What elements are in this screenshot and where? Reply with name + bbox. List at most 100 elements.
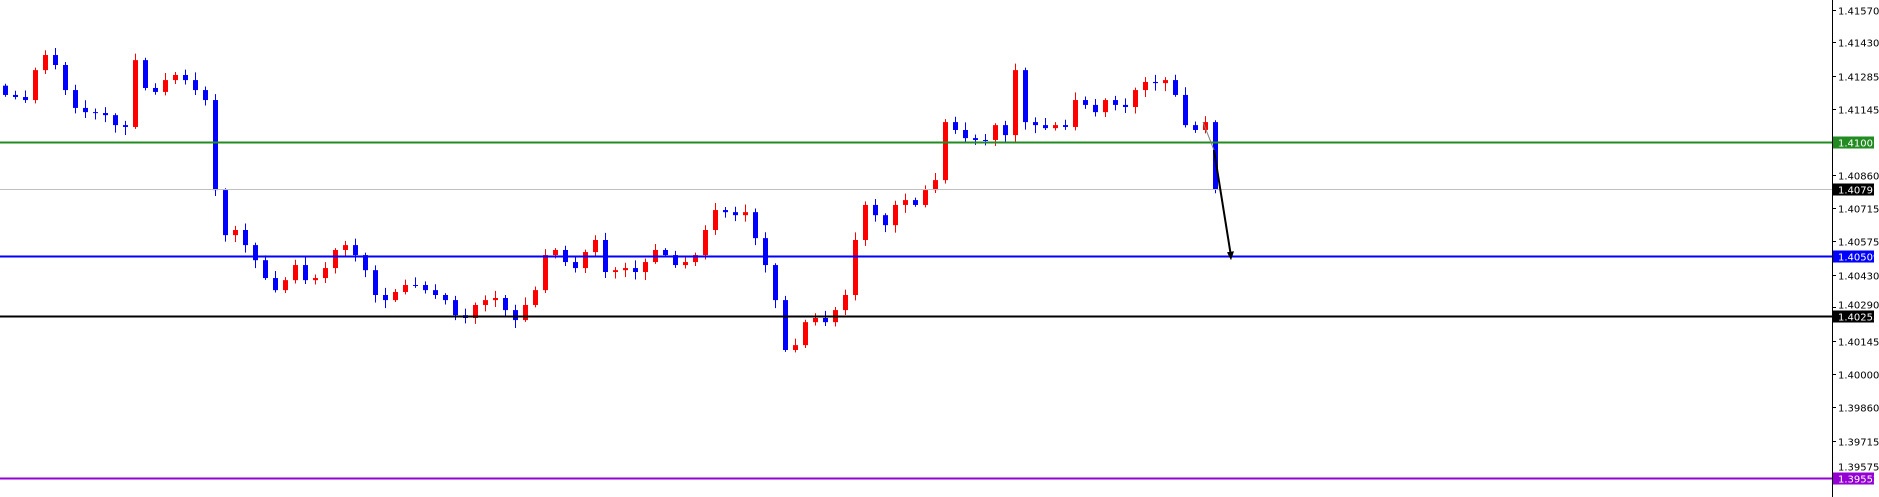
candle-body [703, 230, 708, 256]
candle-body [1153, 81, 1158, 84]
candle [683, 255, 688, 269]
candle-body [1133, 90, 1138, 108]
tick-label: 1.40430 [1838, 272, 1879, 283]
candle-body [273, 278, 278, 291]
candle-body [1173, 80, 1178, 95]
candle [863, 201, 868, 246]
candle-body [363, 255, 368, 271]
candle [883, 213, 888, 233]
candle-body [733, 212, 738, 216]
candle [703, 225, 708, 260]
candle-body [593, 239, 598, 253]
candle-body [3, 85, 8, 95]
candle [583, 249, 588, 273]
candle-body [1143, 81, 1148, 91]
candle [743, 204, 748, 222]
candle [963, 122, 968, 143]
candle [753, 208, 758, 246]
price-tags: 1.41001 1.40797 1.40509 1.40253 1.39552 [1833, 136, 1879, 486]
tick-label: 1.41285 [1838, 73, 1879, 84]
candle-body [443, 294, 448, 301]
price-tag-label: 1.41001 [1838, 139, 1879, 150]
candle-body [233, 230, 238, 236]
candle-body [753, 212, 758, 239]
candle-body [313, 278, 318, 281]
candle-body [643, 262, 648, 273]
candle-body [1193, 125, 1198, 130]
candle [983, 134, 988, 146]
candle-body [1103, 100, 1108, 113]
candle [133, 53, 138, 129]
candle [673, 250, 678, 268]
candle-body [403, 285, 408, 292]
candle [1103, 98, 1108, 118]
candle [203, 86, 208, 106]
candle [143, 57, 148, 91]
candle-body [743, 212, 748, 216]
candle [413, 277, 418, 288]
candle [23, 90, 28, 103]
price-tag-label: 1.40509 [1838, 253, 1879, 264]
trend-arrow[interactable] [1202, 121, 1234, 261]
candle-body [373, 270, 378, 295]
candle-body [133, 60, 138, 127]
candle-body [173, 74, 178, 81]
candle-body [783, 300, 788, 350]
candle [903, 193, 908, 213]
candle [1153, 74, 1158, 91]
candle-body [43, 55, 48, 71]
candle [1143, 77, 1148, 98]
candle-body [623, 268, 628, 271]
arrow-head-icon [1227, 251, 1234, 261]
candle-body [423, 285, 428, 291]
candle [493, 290, 498, 308]
candle [803, 319, 808, 349]
candle-body [103, 113, 108, 116]
candle [73, 84, 78, 114]
candle [653, 244, 658, 264]
candle [353, 238, 358, 262]
candle [713, 202, 718, 235]
candle-body [923, 190, 928, 205]
candle-body [343, 245, 348, 250]
candle [83, 100, 88, 119]
candle-body [873, 204, 878, 216]
candle [483, 295, 488, 312]
candle-body [813, 317, 818, 323]
candle-body [393, 291, 398, 301]
candle [593, 235, 598, 258]
candle-body [893, 204, 898, 226]
candle-body [163, 80, 168, 92]
candle-body [303, 265, 308, 281]
candle-body [683, 262, 688, 266]
candle [433, 284, 438, 299]
candle-body [413, 285, 418, 287]
candle [693, 252, 698, 266]
candle [293, 259, 298, 284]
candle-body [933, 180, 938, 191]
candle-body [543, 255, 548, 291]
candle [633, 260, 638, 280]
tick-label: 1.40860 [1838, 172, 1879, 183]
candle-body [1043, 125, 1048, 129]
candle-body [973, 138, 978, 140]
candle-body [1033, 122, 1038, 126]
candle [1073, 92, 1078, 131]
candle-body [993, 125, 998, 140]
candle [103, 107, 108, 123]
candle [393, 288, 398, 302]
price-tag-bg [1833, 250, 1874, 263]
candle-body [843, 294, 848, 311]
candle-body [713, 210, 718, 231]
candle-body [453, 300, 458, 316]
candle-body [223, 190, 228, 236]
candle [1003, 120, 1008, 142]
candle-body [953, 122, 958, 130]
candle [623, 262, 628, 278]
candle-body [943, 122, 948, 181]
candle-body [13, 94, 18, 98]
price-tag-label: 1.40797 [1838, 186, 1879, 197]
candle [373, 265, 378, 303]
candle-body [773, 265, 778, 301]
